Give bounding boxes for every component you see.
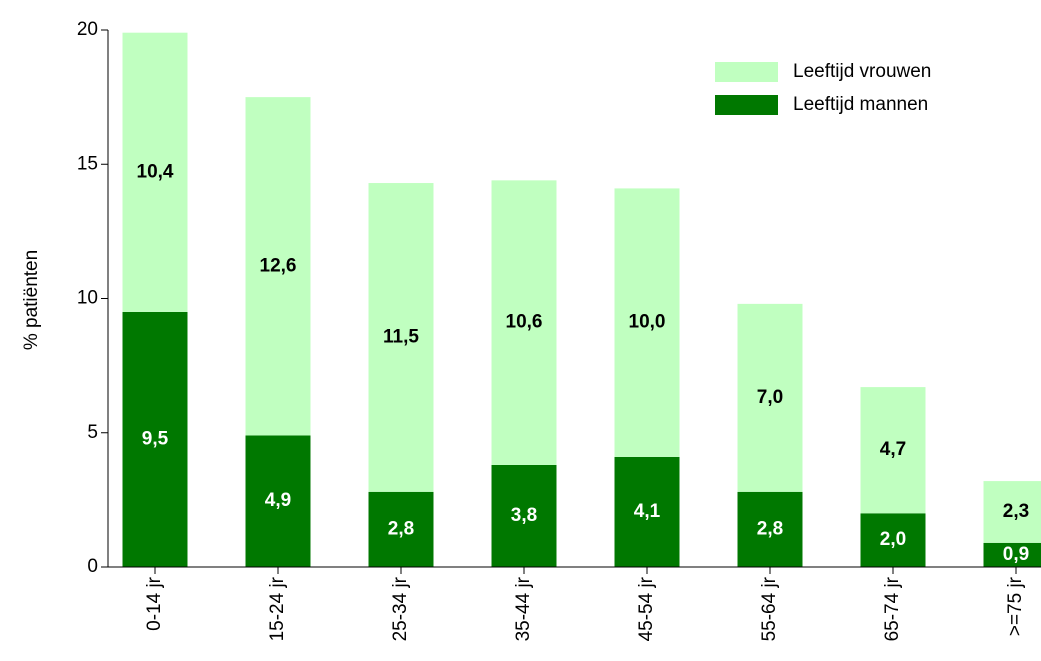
bar-segment: [368, 491, 434, 567]
value-label: 11,5: [383, 326, 419, 347]
value-label: 10,0: [629, 312, 666, 333]
x-tick-label: 0-14 jr: [144, 576, 165, 631]
value-label: 0,9: [1003, 544, 1029, 565]
value-label: 4,9: [265, 490, 291, 511]
value-label: 4,7: [880, 439, 906, 460]
value-label: 2,3: [1003, 501, 1029, 522]
value-label: 9,5: [142, 428, 169, 449]
bar-segment: [983, 542, 1041, 567]
x-tick-label: 55-64 jr: [759, 576, 780, 641]
value-label: 10,6: [506, 312, 543, 333]
bar-segment: [368, 183, 434, 492]
value-label: 3,8: [511, 505, 537, 526]
y-tick-label: 0: [87, 556, 98, 577]
bar-segment: [737, 491, 803, 567]
bar-segment: [614, 188, 680, 457]
bar-segment: [491, 180, 557, 465]
value-label: 7,0: [757, 387, 783, 408]
y-tick-label: 15: [77, 153, 98, 174]
bar-segment: [737, 303, 803, 492]
legend-swatch: [715, 62, 778, 82]
x-tick-label: 15-24 jr: [267, 576, 288, 641]
legend-label: Leeftijd vrouwen: [793, 61, 931, 82]
value-label: 4,1: [634, 501, 661, 522]
legend-swatch: [715, 95, 778, 115]
bar-segment: [983, 481, 1041, 543]
y-tick-label: 20: [77, 19, 98, 40]
value-label: 2,8: [757, 518, 783, 539]
value-label: 2,0: [880, 529, 906, 550]
y-axis-label: % patiënten: [21, 250, 42, 350]
bar-segment: [245, 97, 311, 436]
bar-segment: [860, 513, 926, 567]
x-tick-label: 35-44 jr: [513, 576, 534, 641]
bar-segment: [614, 456, 680, 567]
y-tick-label: 10: [77, 288, 98, 309]
x-tick-label: >=75 jr: [1005, 576, 1026, 636]
bar-segment: [245, 435, 311, 567]
x-tick-label: 65-74 jr: [882, 576, 903, 641]
x-tick-label: 25-34 jr: [390, 576, 411, 641]
bar-segment: [122, 32, 188, 312]
x-tick-label: 45-54 jr: [636, 576, 657, 641]
value-label: 12,6: [260, 255, 297, 276]
value-label: 2,8: [388, 518, 414, 539]
bar-segment: [860, 387, 926, 514]
value-label: 10,4: [137, 161, 174, 182]
bar-segment: [122, 311, 188, 567]
legend-label: Leeftijd mannen: [793, 94, 928, 115]
y-tick-label: 5: [87, 422, 98, 443]
bar-segment: [491, 464, 557, 567]
